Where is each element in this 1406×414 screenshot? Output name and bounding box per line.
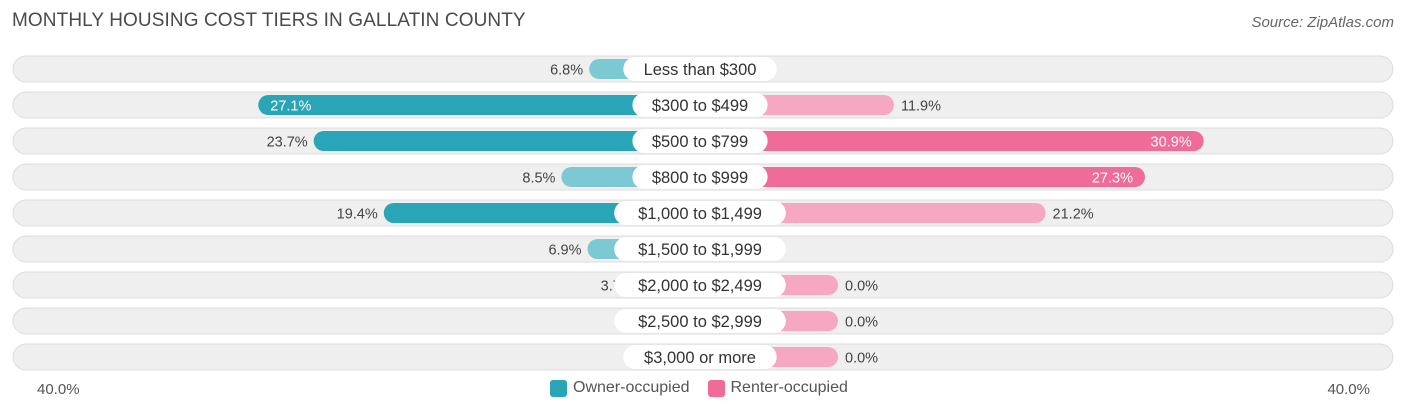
value-label-renter: 0.0%: [845, 279, 878, 295]
legend-label-owner: Owner-occupied: [573, 379, 690, 396]
legend: Owner-occupied Renter-occupied: [550, 379, 848, 397]
category-label-bg: [623, 57, 777, 81]
legend-label-renter: Renter-occupied: [730, 379, 848, 396]
category-label-bg: [623, 345, 777, 369]
value-label-owner: 19.4%: [337, 207, 378, 223]
value-label-owner: 27.1%: [270, 99, 311, 115]
value-label-renter: 27.3%: [1092, 171, 1133, 187]
category-label: $800 to $999: [652, 169, 748, 187]
bar-owner: [313, 131, 700, 151]
value-label-renter: 21.2%: [1053, 207, 1094, 223]
value-label-owner: 6.9%: [548, 243, 581, 259]
category-label-bg: [632, 165, 768, 189]
category-label-bg: [614, 237, 786, 261]
chart-title: MONTHLY HOUSING COST TIERS IN GALLATIN C…: [12, 10, 526, 31]
category-label-bg: [614, 309, 786, 333]
value-label-renter: 0.0%: [845, 315, 878, 331]
value-label-owner: 8.5%: [522, 171, 555, 187]
legend-item-renter[interactable]: Renter-occupied: [707, 379, 848, 397]
legend-swatch-owner: [550, 379, 567, 397]
value-label-renter: 30.9%: [1151, 135, 1192, 151]
category-label: $300 to $499: [652, 97, 748, 115]
bar-renter: [700, 131, 1204, 151]
axis-right-label: 40.0%: [1327, 381, 1370, 398]
value-label-owner: 6.8%: [550, 63, 583, 79]
chart-source: Source: ZipAtlas.com: [1251, 14, 1394, 31]
axis-left-label: 40.0%: [37, 381, 80, 398]
category-label: $1,500 to $1,999: [638, 241, 762, 259]
value-label-owner: 23.7%: [267, 135, 308, 151]
legend-item-owner[interactable]: Owner-occupied: [550, 379, 690, 397]
category-label: Less than $300: [644, 61, 757, 79]
category-label: $3,000 or more: [644, 349, 756, 367]
category-label: $500 to $799: [652, 133, 748, 151]
category-label-bg: [614, 273, 786, 297]
bar-renter: [700, 167, 1145, 187]
legend-swatch-renter: [707, 379, 725, 397]
category-label: $2,500 to $2,999: [638, 313, 762, 331]
category-label: $1,000 to $1,499: [638, 205, 762, 223]
category-label-bg: [614, 201, 786, 225]
category-label-bg: [632, 93, 768, 117]
bar-renter: [700, 203, 1046, 223]
category-label: $2,000 to $2,499: [638, 277, 762, 295]
value-label-renter: 0.0%: [845, 351, 878, 367]
bar-owner: [258, 95, 700, 115]
category-label-bg: [632, 129, 768, 153]
value-label-renter: 11.9%: [901, 99, 941, 115]
